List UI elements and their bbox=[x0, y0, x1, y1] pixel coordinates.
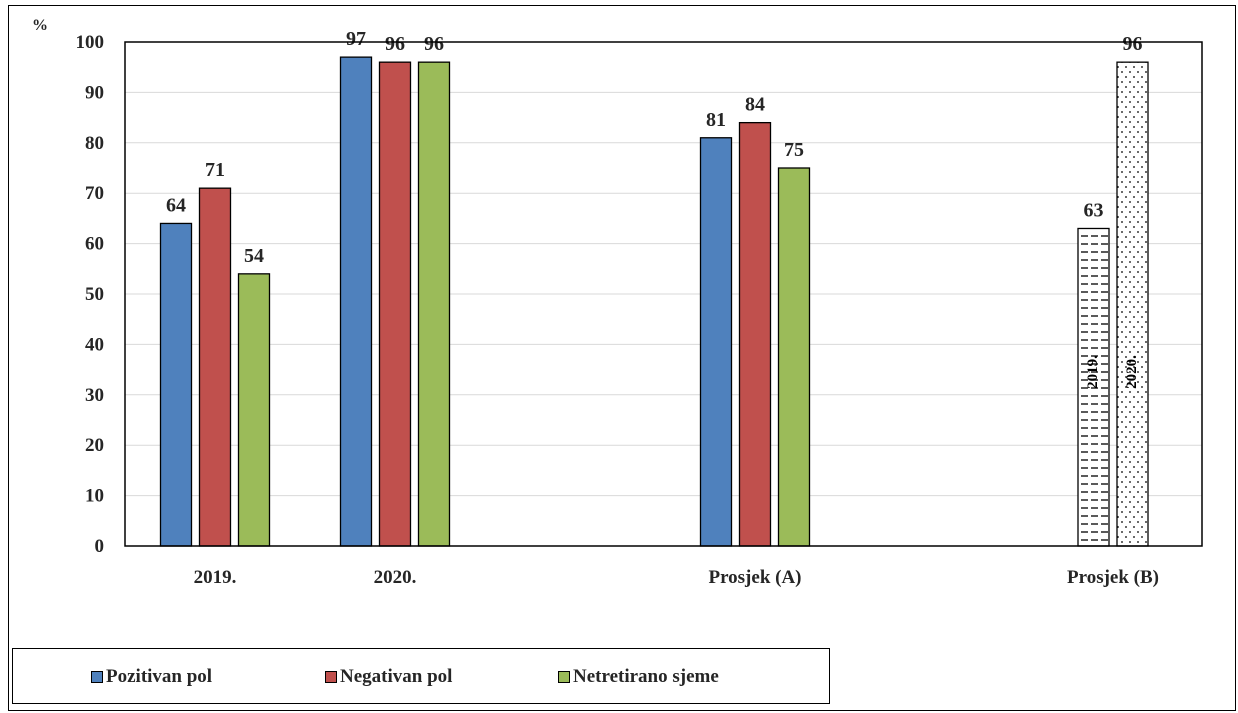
y-tick-label: 100 bbox=[76, 32, 105, 53]
bar bbox=[198, 187, 232, 547]
y-tick-label: 60 bbox=[85, 234, 104, 255]
legend-item-untreated: Netretirano sjeme bbox=[558, 666, 719, 688]
bar bbox=[339, 56, 373, 547]
legend-swatch-positive bbox=[91, 671, 103, 683]
y-tick-label: 80 bbox=[85, 133, 104, 154]
legend-swatch-negative bbox=[325, 671, 337, 683]
y-tick-label: 0 bbox=[95, 536, 105, 557]
bar bbox=[417, 61, 451, 547]
y-tick-label: 40 bbox=[85, 334, 104, 355]
legend-label-untreated: Netretirano sjeme bbox=[573, 666, 719, 687]
data-label: 71 bbox=[205, 159, 225, 181]
data-label: 54 bbox=[244, 245, 264, 267]
legend-item-negative: Negativan pol bbox=[325, 666, 452, 688]
data-label: 96 bbox=[424, 33, 444, 55]
legend: Pozitivan pol Negativan pol Netretirano … bbox=[12, 648, 830, 704]
x-category-label: 2019. bbox=[194, 567, 237, 588]
bar bbox=[159, 222, 193, 547]
x-category-label: Prosjek (B) bbox=[1067, 567, 1159, 588]
bar bbox=[777, 167, 811, 547]
bar bbox=[378, 61, 412, 547]
y-tick-label: 50 bbox=[85, 284, 104, 305]
data-label: 81 bbox=[706, 109, 726, 131]
data-label: 63 bbox=[1084, 199, 1104, 221]
bar bbox=[738, 121, 772, 547]
y-tick-label: 10 bbox=[85, 486, 104, 507]
legend-swatch-untreated bbox=[558, 671, 570, 683]
data-label: 64 bbox=[166, 194, 186, 216]
plot-area-border bbox=[124, 41, 1203, 547]
y-axis-label: % bbox=[32, 17, 48, 34]
chart-frame bbox=[8, 5, 1236, 711]
y-tick-label: 30 bbox=[85, 385, 104, 406]
bar bbox=[1116, 61, 1149, 547]
y-tick-label: 20 bbox=[85, 435, 104, 456]
legend-item-positive: Pozitivan pol bbox=[91, 666, 212, 688]
bar-inner-label: 2019. bbox=[1085, 355, 1101, 389]
x-category-label: Prosjek (A) bbox=[708, 567, 801, 588]
bar bbox=[699, 137, 733, 547]
data-label: 84 bbox=[745, 94, 765, 116]
x-category-label: 2020. bbox=[374, 567, 417, 588]
data-label: 97 bbox=[346, 28, 366, 50]
data-label: 75 bbox=[784, 139, 804, 161]
legend-label-negative: Negativan pol bbox=[340, 666, 453, 687]
y-tick-label: 90 bbox=[85, 82, 104, 103]
bar-inner-label: 2020. bbox=[1124, 355, 1140, 389]
bar bbox=[237, 273, 271, 547]
legend-label-positive: Pozitivan pol bbox=[106, 666, 213, 687]
data-label: 96 bbox=[385, 33, 405, 55]
bar bbox=[1077, 227, 1110, 547]
y-tick-label: 70 bbox=[85, 183, 104, 204]
data-label: 96 bbox=[1123, 33, 1143, 55]
